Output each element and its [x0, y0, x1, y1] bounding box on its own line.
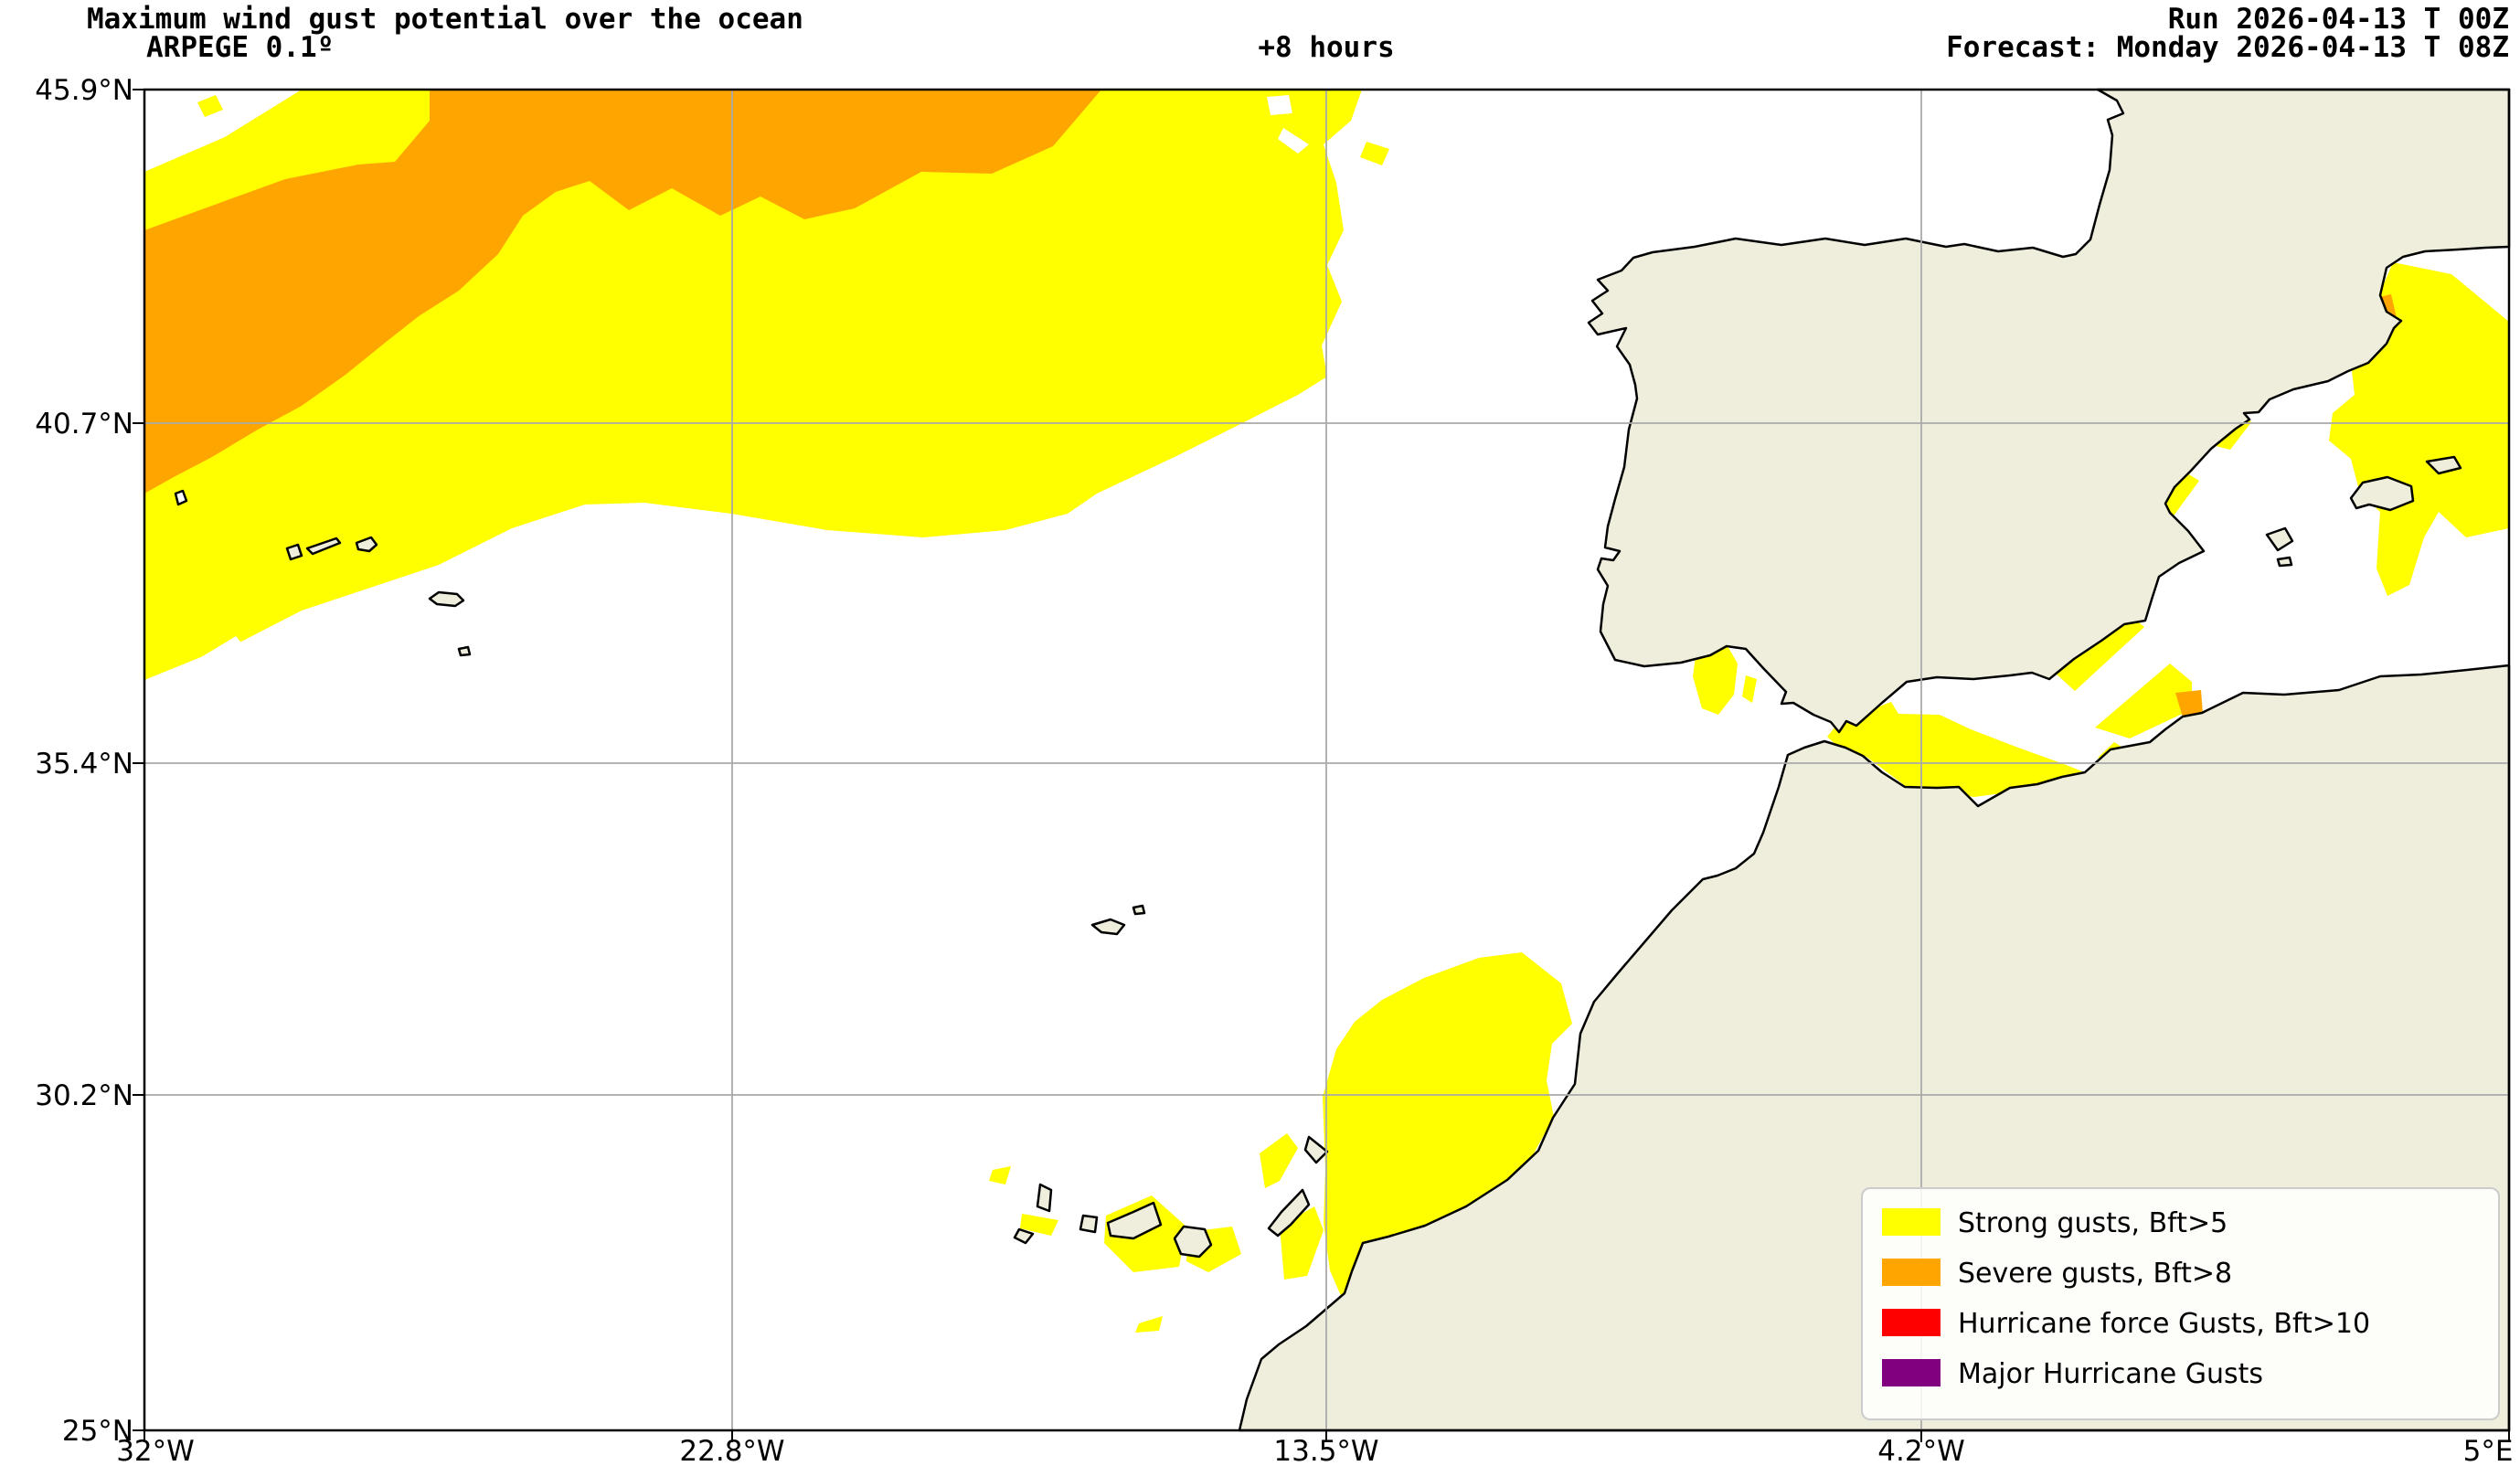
y-tick-label-30-2n: 30.2°N	[35, 1079, 133, 1112]
grid-lines	[144, 90, 2509, 1430]
island-mallorca	[2349, 475, 2415, 512]
y-tick-label-25n: 25°N	[62, 1415, 133, 1448]
gust-region-strong-corner	[197, 95, 223, 117]
y-tick-label-35-4n: 35.4°N	[35, 748, 133, 781]
island-tenerife	[1106, 1201, 1163, 1240]
gust-region-strong-cadiz-2	[1742, 675, 1757, 703]
x-tick-label-13-5w: 13.5°W	[1273, 1435, 1378, 1466]
legend-label-strong: Strong gusts, Bft>5	[1958, 1207, 2228, 1239]
gust-region-strong-palma-a	[989, 1166, 1011, 1184]
legend-label-severe: Severe gusts, Bft>8	[1958, 1258, 2232, 1290]
island-porto-santo	[1132, 904, 1146, 916]
island-corvo	[174, 489, 188, 506]
island-la-palma	[1036, 1183, 1053, 1213]
run-label: Run 2026-04-13 T 00Z	[2168, 3, 2509, 36]
gust-region-strong-lanzarote	[1260, 1133, 1298, 1188]
island-menorca	[2425, 455, 2462, 475]
axis-labels: 45.9°N 40.7°N 35.4°N 30.2°N 25°N 32°W 22…	[35, 74, 2513, 1466]
landmass-iberia-france	[1587, 88, 2511, 734]
model-label: ARPEGE 0.1º	[146, 31, 334, 64]
x-tick-label-32w: 32°W	[116, 1435, 195, 1466]
gust-region-strong-palma-b	[1020, 1214, 1058, 1236]
legend-box	[1861, 1187, 2500, 1420]
island-lanzarote	[1303, 1135, 1329, 1164]
x-tick-label-4-2w: 4.2°W	[1877, 1435, 1964, 1466]
island-sao-miguel	[428, 590, 465, 608]
tick-marks	[133, 89, 2510, 1442]
gust-region-strong-se-spain-1	[2055, 615, 2144, 691]
y-tick-label-45-9n: 45.9°N	[35, 74, 133, 107]
gust-region-strong-canary	[1323, 952, 1572, 1309]
island-fuerteventura	[1267, 1188, 1311, 1238]
island-gran-canaria	[1173, 1225, 1213, 1259]
island-formentera	[2276, 556, 2293, 568]
island-el-hierro	[1013, 1227, 1035, 1245]
island-la-gomera	[1079, 1214, 1099, 1234]
gust-region-severe-nw-atlantic	[144, 90, 1101, 494]
x-tick-label-5e: 5°E	[2463, 1435, 2514, 1466]
island-ibiza	[2265, 526, 2294, 552]
legend-swatch-hurricane	[1882, 1309, 1941, 1336]
legend-label-major: Major Hurricane Gusts	[1958, 1358, 2263, 1390]
island-pico	[305, 536, 342, 556]
legend-swatch-major	[1882, 1359, 1941, 1386]
forecast-label: Forecast: Monday 2026-04-13 T 08Z	[1946, 31, 2509, 64]
gust-hole-layer	[166, 95, 1309, 687]
gust-region-strong-sliver	[1135, 1316, 1163, 1333]
page-title: Maximum wind gust potential over the oce…	[87, 3, 803, 36]
gust-region-strong-se-spain-2	[2095, 664, 2192, 738]
gust-hole-sw	[166, 636, 245, 687]
gust-region-strong-dash	[1360, 142, 1389, 165]
gust-hole-top-b	[1278, 128, 1309, 154]
gust-hole-top-a	[1267, 95, 1292, 115]
legend-label-hurricane: Hurricane force Gusts, Bft>10	[1958, 1308, 2370, 1340]
island-terceira	[355, 536, 378, 553]
gust-region-severe-cabo-gata	[2175, 690, 2203, 717]
legend: Strong gusts, Bft>5 Severe gusts, Bft>8 …	[1861, 1187, 2500, 1420]
y-tick-label-40-7n: 40.7°N	[35, 408, 133, 441]
island-madeira	[1090, 918, 1126, 936]
legend-swatch-strong	[1882, 1208, 1941, 1236]
legend-swatch-severe	[1882, 1259, 1941, 1286]
lead-time-label: +8 hours	[1258, 31, 1394, 64]
gust-region-strong-alboran	[1827, 702, 2087, 797]
island-santa-maria	[457, 645, 472, 657]
island-faial	[285, 543, 303, 561]
x-tick-label-22-8w: 22.8°W	[679, 1435, 784, 1466]
